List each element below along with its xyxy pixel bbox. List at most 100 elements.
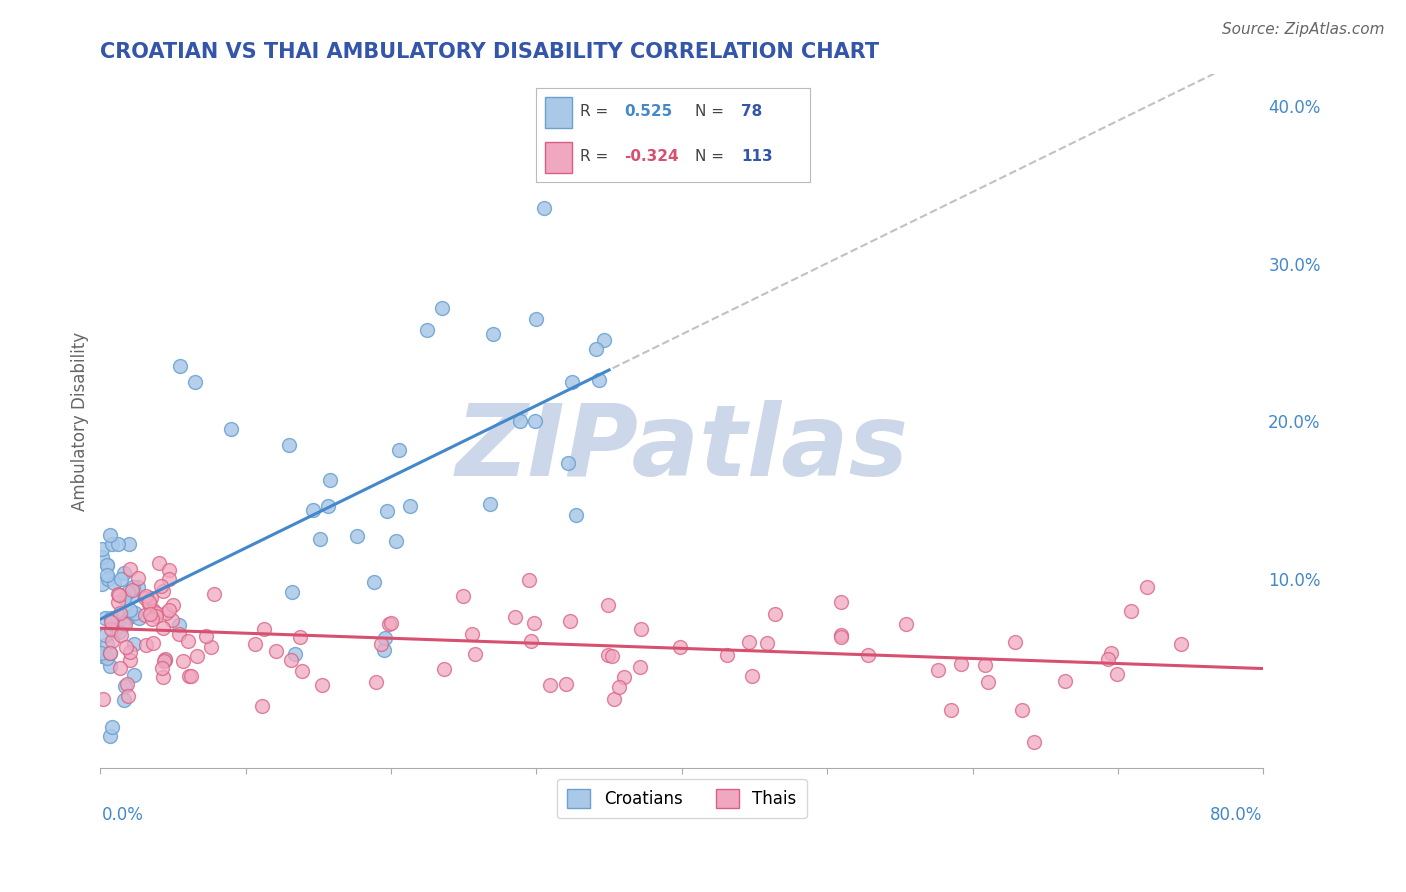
Point xyxy=(96,567,118,582)
Point xyxy=(93,611,115,625)
Point xyxy=(253,622,276,636)
Point xyxy=(588,373,610,387)
Point xyxy=(120,562,142,576)
Point xyxy=(399,500,422,514)
Point xyxy=(1011,703,1033,717)
Point xyxy=(110,628,132,642)
Point xyxy=(90,549,112,564)
Point xyxy=(97,572,120,586)
Point xyxy=(177,633,200,648)
Point xyxy=(93,691,115,706)
Point xyxy=(145,606,167,620)
Point xyxy=(162,613,184,627)
Point xyxy=(157,563,180,577)
Point xyxy=(139,607,162,621)
Point xyxy=(122,667,145,681)
Text: 0.0%: 0.0% xyxy=(101,805,143,824)
Point xyxy=(373,642,395,657)
Point xyxy=(311,678,333,692)
Point xyxy=(896,617,918,632)
Point xyxy=(346,529,368,543)
Point xyxy=(117,585,139,599)
Point xyxy=(613,670,636,684)
Y-axis label: Ambulatory Disability: Ambulatory Disability xyxy=(72,332,89,510)
Point xyxy=(377,504,399,518)
Point xyxy=(264,644,287,658)
Point xyxy=(134,589,156,603)
Legend: Croatians, Thais: Croatians, Thais xyxy=(557,779,807,818)
Point xyxy=(288,630,311,644)
Point xyxy=(941,703,963,717)
Point xyxy=(602,648,624,663)
Point xyxy=(1170,637,1192,651)
Point xyxy=(103,624,125,638)
Point xyxy=(121,582,143,597)
Point xyxy=(755,636,778,650)
Point xyxy=(830,627,852,641)
Point xyxy=(716,648,738,662)
Point xyxy=(526,311,548,326)
Point xyxy=(1099,646,1122,660)
Text: ZIPatlas: ZIPatlas xyxy=(456,401,908,498)
Point xyxy=(101,720,124,734)
Point xyxy=(98,528,121,542)
Point xyxy=(93,628,115,642)
Point xyxy=(630,623,652,637)
Point xyxy=(107,537,129,551)
Point xyxy=(100,615,122,630)
Point xyxy=(523,615,546,630)
Point xyxy=(141,591,163,605)
Point xyxy=(114,617,136,632)
Point xyxy=(110,573,132,587)
Point xyxy=(90,647,112,661)
Point xyxy=(107,595,129,609)
Point xyxy=(245,637,267,651)
Point xyxy=(117,690,139,704)
Point xyxy=(482,327,505,342)
Point xyxy=(150,661,173,675)
Point xyxy=(103,575,125,590)
Point xyxy=(157,602,180,616)
Point xyxy=(416,323,439,337)
Point xyxy=(111,608,134,623)
Point xyxy=(135,638,157,652)
Point xyxy=(141,612,163,626)
Point xyxy=(202,587,225,601)
Point xyxy=(114,679,136,693)
Point xyxy=(118,537,141,551)
Point xyxy=(169,359,191,373)
Point xyxy=(364,675,387,690)
Point xyxy=(162,598,184,612)
Point xyxy=(433,662,456,676)
Point xyxy=(167,617,190,632)
Point xyxy=(479,497,502,511)
Point xyxy=(152,621,174,635)
Point xyxy=(519,634,541,648)
Point xyxy=(112,566,135,581)
Point xyxy=(152,584,174,599)
Point xyxy=(179,668,201,682)
Point xyxy=(593,333,616,347)
Point xyxy=(363,574,385,589)
Point xyxy=(585,343,607,357)
Point xyxy=(91,541,114,556)
Point xyxy=(596,598,619,612)
Point xyxy=(523,415,546,429)
Point xyxy=(121,580,143,594)
Point xyxy=(194,629,217,643)
Point xyxy=(128,611,150,625)
Point xyxy=(669,640,692,654)
Point xyxy=(120,590,142,604)
Point xyxy=(172,654,194,668)
Point xyxy=(142,603,165,617)
Point xyxy=(830,595,852,609)
Point xyxy=(111,616,134,631)
Point xyxy=(96,558,118,572)
Point xyxy=(100,611,122,625)
Point xyxy=(167,626,190,640)
Point xyxy=(554,677,576,691)
Point xyxy=(101,613,124,627)
Point xyxy=(98,646,121,660)
Point xyxy=(1022,735,1045,749)
Point xyxy=(90,577,112,591)
